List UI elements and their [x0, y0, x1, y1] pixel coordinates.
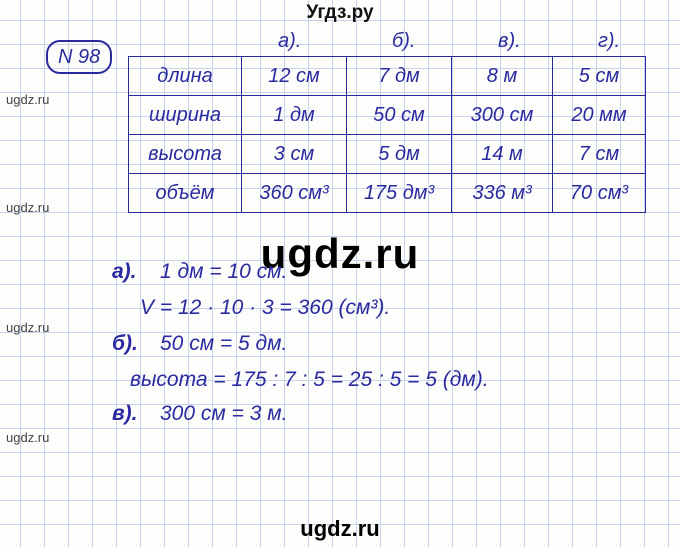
- cell: 336 м³: [452, 174, 553, 213]
- watermark-bottom: ugdz.ru: [0, 516, 680, 542]
- cell: 7 см: [553, 135, 646, 174]
- table-row: объём 360 см³ 175 дм³ 336 м³ 70 см³: [129, 174, 646, 213]
- problem-number-box: N 98: [46, 40, 112, 74]
- watermark-left-3: ugdz.ru: [6, 320, 49, 335]
- table-row: длина 12 см 7 дм 8 м 5 см: [129, 57, 646, 96]
- cell: 14 м: [452, 135, 553, 174]
- cell: 8 м: [452, 57, 553, 96]
- cell: 7 дм: [347, 57, 452, 96]
- col-header-g: г).: [598, 30, 620, 53]
- cell: 20 мм: [553, 96, 646, 135]
- part-v-line1: 300 см = 3 м.: [160, 402, 287, 426]
- row-label: длина: [129, 57, 242, 96]
- row-label: высота: [129, 135, 242, 174]
- part-a-line1: 1 дм = 10 см.: [160, 260, 287, 284]
- watermark-left-4: ugdz.ru: [6, 430, 49, 445]
- data-table: длина 12 см 7 дм 8 м 5 см ширина 1 дм 50…: [128, 56, 646, 213]
- part-b-line1: 50 см = 5 дм.: [160, 332, 287, 356]
- site-header: Угдз.ру: [0, 2, 680, 24]
- col-header-b: б).: [392, 30, 415, 53]
- cell: 3 см: [242, 135, 347, 174]
- table-row: высота 3 см 5 дм 14 м 7 см: [129, 135, 646, 174]
- cell: 5 см: [553, 57, 646, 96]
- col-header-a: а).: [278, 30, 301, 53]
- cell: 70 см³: [553, 174, 646, 213]
- notebook-page: Угдз.ру ugdz.ru ugdz.ru ugdz.ru ugdz.ru …: [0, 0, 680, 547]
- cell: 1 дм: [242, 96, 347, 135]
- part-b-line2: высота = 175 : 7 : 5 = 25 : 5 = 5 (дм).: [130, 368, 489, 392]
- table-row: ширина 1 дм 50 см 300 см 20 мм: [129, 96, 646, 135]
- cell: 300 см: [452, 96, 553, 135]
- watermark-left-1: ugdz.ru: [6, 92, 49, 107]
- watermark-left-2: ugdz.ru: [6, 200, 49, 215]
- part-b-label: б).: [112, 332, 138, 356]
- row-label: объём: [129, 174, 242, 213]
- part-a-label: а).: [112, 260, 137, 284]
- cell: 5 дм: [347, 135, 452, 174]
- watermark-center: ugdz.ru: [0, 230, 680, 278]
- cell: 50 см: [347, 96, 452, 135]
- col-header-v: в).: [498, 30, 521, 53]
- row-label: ширина: [129, 96, 242, 135]
- part-v-label: в).: [112, 402, 138, 426]
- cell: 12 см: [242, 57, 347, 96]
- cell: 175 дм³: [347, 174, 452, 213]
- part-a-line2: V = 12 · 10 · 3 = 360 (см³).: [140, 296, 390, 320]
- cell: 360 см³: [242, 174, 347, 213]
